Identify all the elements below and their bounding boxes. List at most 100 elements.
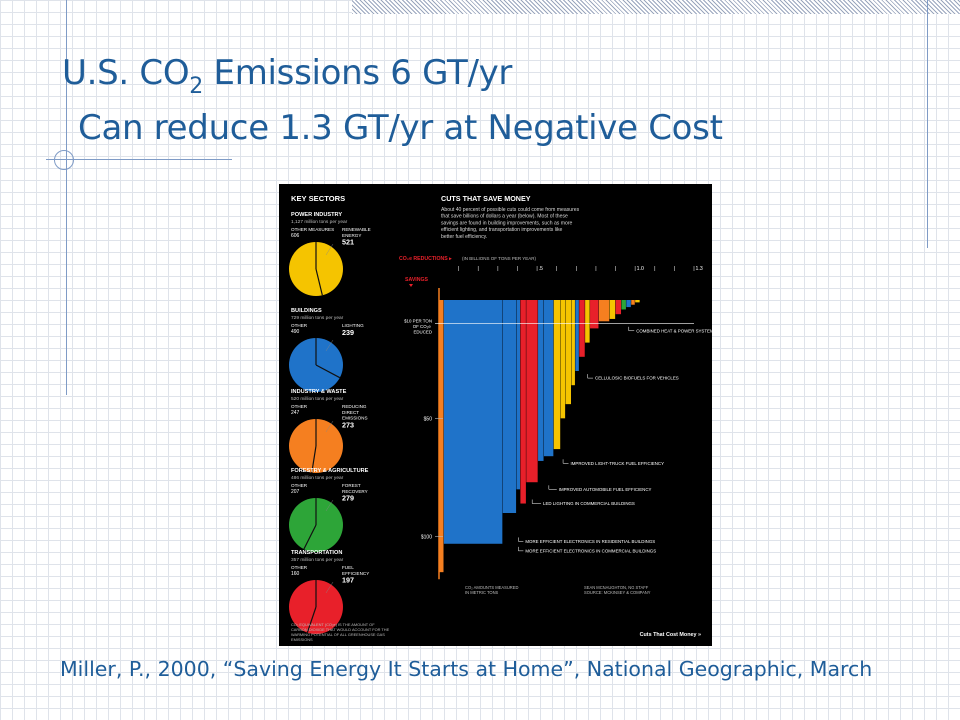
decorative-hatch-band bbox=[352, 0, 960, 14]
sector-focus-value: 197 bbox=[342, 576, 354, 585]
slide-title: U.S. CO2 Emissions 6 GT/yr Can reduce 1.… bbox=[62, 48, 723, 153]
citation: Miller, P., 2000, “Saving Energy It Star… bbox=[60, 657, 873, 681]
units-note: CO₂ AMOUNTS MEASURED IN METRIC TONS bbox=[465, 585, 518, 595]
savings-bar bbox=[579, 300, 585, 357]
savings-bar bbox=[516, 300, 521, 490]
footer-link: Cuts That Cost Money » bbox=[640, 632, 701, 638]
pie-leader bbox=[325, 499, 334, 512]
x-tick-label: 1.0 bbox=[637, 266, 644, 272]
sector-focus-label: FOREST bbox=[342, 483, 361, 488]
sector-name: POWER INDUSTRY bbox=[291, 212, 342, 218]
savings-bar bbox=[439, 300, 444, 573]
sector-name: TRANSPORTATION bbox=[291, 550, 342, 556]
savings-bar bbox=[560, 300, 566, 419]
sector-focus-label: EFFICIENCY bbox=[342, 571, 369, 576]
pie-divider bbox=[306, 606, 317, 633]
sector-focus-value: 521 bbox=[342, 238, 354, 247]
pie-leader bbox=[325, 581, 334, 594]
annotation-label: MORE EFFICIENT ELECTRONICS IN RESIDENTIA… bbox=[525, 539, 655, 544]
sector-total: 520 million tons per year bbox=[291, 396, 344, 402]
savings-bar bbox=[585, 300, 590, 343]
x-tick-label: 1.3 bbox=[696, 266, 703, 272]
x-axis-units: (IN BILLIONS OF TONS PER YEAR) bbox=[462, 256, 537, 261]
pie-leader bbox=[325, 339, 334, 352]
savings-bar bbox=[520, 300, 526, 504]
title-subscript: 2 bbox=[189, 74, 203, 99]
savings-bar bbox=[635, 300, 640, 303]
savings-bar bbox=[598, 300, 610, 322]
sector-focus-label: DIRECT bbox=[342, 410, 359, 415]
sector-other-label: OTHER bbox=[291, 404, 308, 409]
savings-bar bbox=[575, 300, 579, 371]
sector-other-value: 207 bbox=[291, 489, 300, 495]
sector-focus-value: 279 bbox=[342, 494, 354, 503]
sector-total: 357 million tons per year bbox=[291, 557, 344, 563]
sector-other-value: 606 bbox=[291, 233, 300, 239]
savings-bar bbox=[631, 300, 635, 305]
emissions-infographic: KEY SECTORS POWER INDUSTRY 1,127 million t… bbox=[279, 184, 712, 646]
savings-bar bbox=[553, 300, 561, 450]
sector-other-label: OTHER bbox=[291, 323, 308, 328]
savings-bar bbox=[626, 300, 631, 308]
x-tick-label: .5 bbox=[539, 266, 543, 272]
sector-focus-label: REDUCING bbox=[342, 404, 367, 409]
savings-bar bbox=[526, 300, 538, 483]
cuts-title: CUTS THAT SAVE MONEY bbox=[441, 194, 531, 203]
sector-focus-label: ENERGY bbox=[342, 233, 361, 238]
sector-focus-label: RECOVERY bbox=[342, 489, 368, 494]
cuts-description: About 40 percent of possible cuts could … bbox=[441, 207, 580, 240]
sector-focus-value: 239 bbox=[342, 328, 354, 337]
sector-total: 1,127 million tons per year bbox=[291, 219, 348, 225]
savings-bar bbox=[502, 300, 517, 513]
credit-note: SEAN MCNAUGHTON, NG STAFF SOURCE: MCKINSE… bbox=[584, 585, 651, 595]
y-tick-label: $50 bbox=[424, 416, 433, 422]
annotation-label: MORE EFFICIENT ELECTRONICS IN COMMERCIAL… bbox=[525, 548, 656, 553]
decorative-circle bbox=[54, 150, 74, 170]
sector-other-label: OTHER bbox=[291, 483, 308, 488]
sector-total: 729 million tons per year bbox=[291, 315, 344, 321]
savings-bar bbox=[590, 300, 599, 329]
sector-other-value: 160 bbox=[291, 571, 300, 577]
sector-focus-value: 273 bbox=[342, 420, 354, 429]
savings-bar bbox=[443, 300, 503, 544]
y-tick-label: $100 bbox=[421, 535, 432, 541]
savings-bar bbox=[615, 300, 622, 315]
annotation-label: LED LIGHTING IN COMMERCIAL BUILDINGS bbox=[543, 501, 635, 506]
savings-bar bbox=[565, 300, 572, 405]
decorative-vertical-line-right bbox=[927, 0, 928, 248]
annotation-label: IMPROVED AUTOMOBILE FUEL EFFICIENCY bbox=[559, 487, 652, 492]
pie-leader bbox=[325, 420, 334, 433]
pie-divider bbox=[315, 364, 341, 379]
sector-other-value: 247 bbox=[291, 410, 300, 416]
sector-total: 486 million tons per year bbox=[291, 475, 344, 481]
decorative-horizontal-line bbox=[46, 159, 232, 160]
annotation-label: CELLULOSIC BIOFUELS FOR VEHICLES bbox=[595, 376, 679, 381]
decorative-vertical-line bbox=[66, 0, 67, 395]
sector-name: FORESTRY & AGRICULTURE bbox=[291, 468, 369, 474]
key-sectors-title: KEY SECTORS bbox=[291, 194, 345, 203]
pie-divider bbox=[303, 524, 317, 550]
savings-bar bbox=[609, 300, 616, 319]
savings-bar bbox=[538, 300, 544, 461]
x-axis-label: CO₂e REDUCTIONS ▸ bbox=[399, 256, 452, 262]
pie-footnote: CO₂ EQUIVALENT (CO₂e) IS THE AMOUNT OF CA… bbox=[291, 622, 390, 642]
slide-subtitle: Can reduce 1.3 GT/yr at Negative Cost bbox=[78, 108, 723, 148]
sector-name: INDUSTRY & WASTE bbox=[291, 389, 347, 395]
sector-other-label: OTHER MEASURES bbox=[291, 227, 334, 232]
y-axis-label: SAVINGS bbox=[405, 277, 429, 283]
savings-bar bbox=[621, 300, 626, 310]
pie-leader bbox=[325, 243, 334, 256]
y-axis-arrow bbox=[409, 284, 413, 287]
sector-focus-label: EMISSIONS bbox=[342, 416, 368, 421]
sector-other-value: 490 bbox=[291, 329, 300, 335]
annotation-label: IMPROVED LIGHT-TRUCK FUEL EFFICIENCY bbox=[571, 461, 665, 466]
sector-focus-label: RENEWABLE bbox=[342, 227, 371, 232]
y-tick-label-full: $10 PER TON OF CO₂e EDUCED bbox=[404, 319, 432, 335]
sector-focus-label: LIGHTING bbox=[342, 323, 364, 328]
